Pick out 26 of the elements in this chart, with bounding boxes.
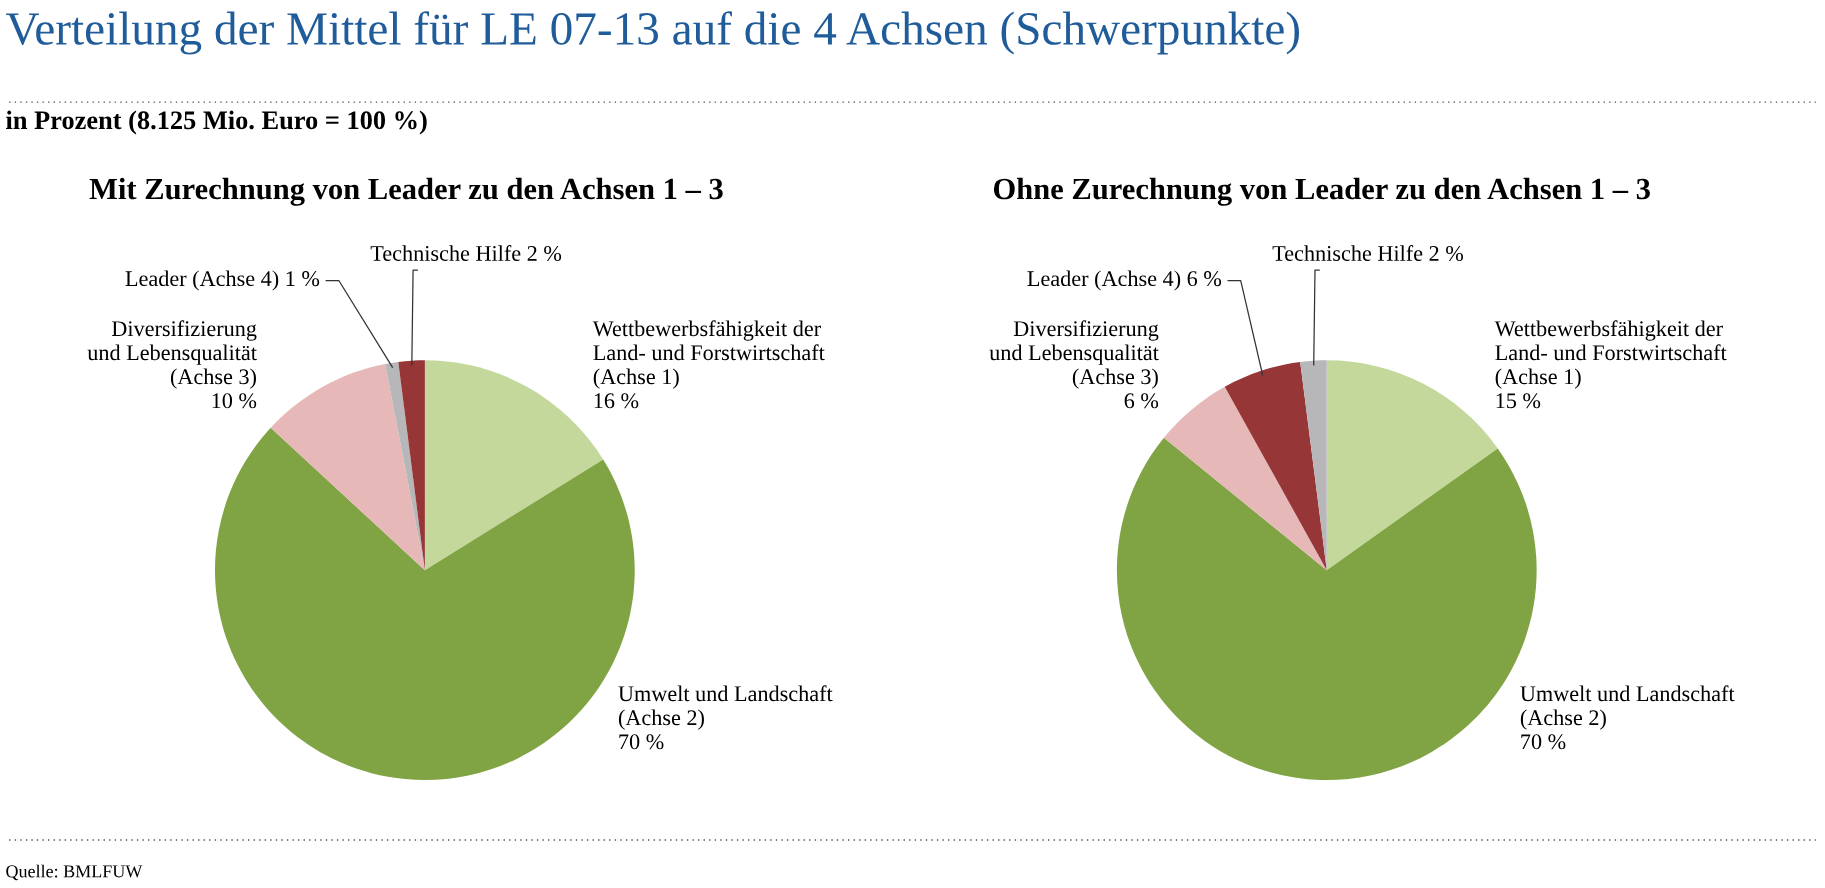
- data-label: 6 %: [1124, 393, 1159, 409]
- slice-label: Leader (Achse 4) 1 %: [125, 270, 320, 291]
- chart-title: Verteilung der Mittel für LE 07-13 auf die 4 Achsen (Schwerpunkte): [6, 11, 1299, 55]
- data-label: 16 %: [594, 393, 639, 409]
- data-label: 15 %: [1496, 393, 1541, 409]
- slice-label: Technische Hilfe 2 %: [370, 245, 562, 261]
- pie-slice: [270, 364, 425, 571]
- pie-slice: [385, 361, 425, 571]
- text: Mit Zurechnung von Leader zu den Achsen 1 – 3: [89, 177, 723, 206]
- data-label: 70 %: [619, 734, 664, 750]
- slice-label: Diversifizierung und Lebensqualität (Achse 3): [989, 320, 1159, 389]
- pie-slice: [1163, 386, 1327, 571]
- slice-label: Wettbewerbsfähigkeit der Land- und Forstwirtschaft (Achse 1): [592, 320, 825, 389]
- slice-label: Technische Hilfe 2 %: [1272, 245, 1464, 261]
- pie-slice: [1300, 360, 1327, 571]
- text: Ohne Zurechnung von Leader zu den Achsen 1 – 3: [993, 177, 1650, 206]
- slice-label: Umwelt und Landschaft (Achse 2): [1520, 685, 1735, 730]
- slice-label: Umwelt und Landschaft (Achse 2): [618, 685, 833, 730]
- pie-slice: [1224, 361, 1327, 571]
- slice-label: Wettbewerbsfähigkeit der Land- und Forstwirtschaft (Achse 1): [1494, 320, 1727, 389]
- chart-subtitle: in Prozent (8.125 Mio. Euro = 100 %): [6, 110, 427, 135]
- source-note: Quelle: BMLFUW: [6, 864, 143, 881]
- data-label: 70 %: [1521, 734, 1566, 750]
- data-label: 10 %: [212, 393, 257, 409]
- slice-label: Diversifizierung und Lebensqualität (Achse 3): [87, 320, 257, 389]
- slice-label: Leader (Achse 4) 6 %: [1027, 270, 1222, 291]
